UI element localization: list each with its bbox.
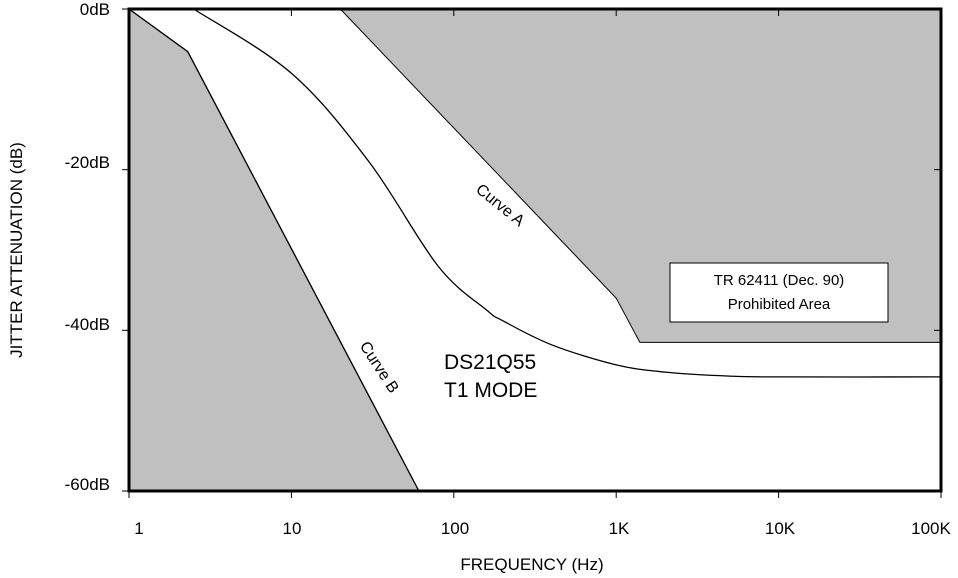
y-tick-label-0: 0dB <box>80 0 110 19</box>
y-tick-label-2: -40dB <box>65 315 110 334</box>
y-tick-label-3: -60dB <box>65 475 110 494</box>
prohibited-area-box-line-2: Prohibited Area <box>728 296 831 313</box>
x-tick-label-0: 1 <box>134 519 143 538</box>
x-tick-label-3: 1K <box>609 519 630 538</box>
prohibited-area-low-frequency <box>128 8 420 492</box>
x-axis-title: FREQUENCY (Hz) <box>460 555 603 574</box>
plot-frame <box>127 7 943 493</box>
curve-a-line <box>193 8 942 378</box>
x-tick-label-2: 100 <box>441 519 469 538</box>
y-tick-label-1: -20dB <box>65 153 110 172</box>
prohibited-area-box <box>669 262 889 323</box>
mode-label: T1 MODE <box>444 379 537 402</box>
curve-b-line <box>128 8 420 492</box>
prohibited-area-box-line-1: TR 62411 (Dec. 90) <box>714 272 845 289</box>
y-axis-title: JITTER ATTENUATION (dB) <box>7 142 26 358</box>
x-tick-label-5: 100K <box>911 519 951 538</box>
x-tick-label-1: 10 <box>283 519 302 538</box>
x-tick-label-4: 10K <box>765 519 796 538</box>
device-label: DS21Q55 <box>444 351 536 374</box>
